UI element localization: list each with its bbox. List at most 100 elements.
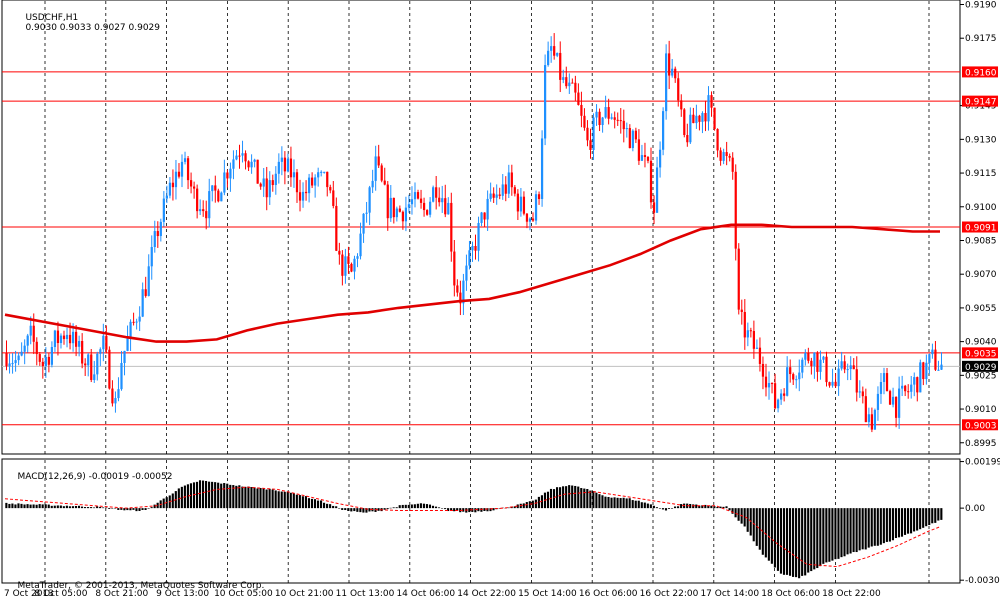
candle-body [256, 159, 259, 184]
macd-histogram-bar [238, 485, 241, 509]
level-price-text: 0.9147 [965, 98, 997, 108]
macd-histogram-bar [837, 508, 840, 559]
macd-histogram-bar [341, 508, 344, 510]
candle-body [565, 77, 568, 87]
macd-axis-label: -0.00308 [965, 576, 1000, 586]
candle-body [295, 172, 299, 193]
candle-body [186, 158, 190, 181]
macd-histogram-bar [492, 508, 495, 511]
time-axis-label: 8 Oct 05:00 [35, 589, 88, 599]
candle-body [429, 201, 432, 215]
macd-histogram-bar [347, 508, 350, 511]
candle-body [14, 360, 17, 364]
macd-histogram-bar [162, 498, 165, 509]
macd-histogram-bar [795, 508, 798, 578]
candle-body [102, 335, 105, 350]
candle-body [84, 363, 87, 366]
candle-body [147, 266, 150, 296]
candle-body [882, 373, 886, 382]
candle-body [904, 385, 907, 392]
candle-body [317, 172, 320, 178]
macd-histogram-bar [598, 494, 601, 509]
candle-body [483, 212, 486, 220]
macd-histogram-bar [392, 507, 395, 509]
candle-body [356, 256, 359, 259]
candle-body [174, 171, 178, 188]
candle-body [937, 369, 940, 371]
candle-body [855, 369, 858, 393]
macd-histogram-bar [217, 482, 220, 509]
macd-histogram-bar [441, 508, 444, 509]
candle-body [680, 100, 683, 110]
candle-body [707, 95, 710, 122]
candle-body [90, 354, 93, 380]
candle-body [607, 107, 610, 119]
macd-histogram-bar [792, 508, 795, 577]
time-axis-label: 16 Oct 22:00 [640, 589, 699, 599]
macd-histogram-bar [910, 508, 913, 534]
macd-histogram-bar [389, 507, 392, 509]
candle-body [513, 187, 516, 194]
candle-body [725, 152, 728, 156]
candle-body [56, 330, 60, 344]
macd-histogram-bar [631, 500, 634, 509]
macd-histogram-bar [840, 508, 843, 558]
candle-body [622, 120, 625, 130]
macd-histogram-bar [722, 506, 725, 509]
candle-body [858, 391, 861, 393]
macd-histogram-bar [776, 508, 780, 571]
candle-body [111, 388, 114, 404]
macd-histogram-bar [710, 505, 713, 509]
macd-histogram-bar [147, 508, 150, 509]
macd-histogram-bar [117, 508, 120, 510]
price-axis-label: 0.9130 [965, 135, 997, 145]
candle-body [586, 127, 589, 141]
candle-body [311, 177, 314, 186]
candle-body [271, 180, 274, 186]
candle-body [314, 177, 317, 186]
symbol-label: USDCHF,H1 [25, 13, 79, 23]
candle-body [44, 356, 47, 367]
macd-histogram-bar [677, 506, 680, 509]
macd-histogram-bar [928, 508, 931, 526]
candle-body [940, 364, 943, 370]
time-axis-label: 10 Oct 05:00 [214, 589, 273, 599]
candle-body [907, 391, 910, 393]
candle-body [292, 172, 296, 178]
macd-histogram-bar [562, 486, 565, 509]
candle-body [211, 185, 214, 192]
macd-axis-label: 0.00 [965, 504, 985, 514]
candle-body [117, 389, 120, 399]
candle-body [93, 374, 96, 380]
macd-histogram-bar [232, 485, 235, 509]
macd-histogram-bar [664, 508, 668, 511]
candle-body [262, 178, 265, 187]
macd-histogram-bar [259, 488, 262, 509]
macd-histogram-bar [670, 508, 674, 509]
time-axis-label: 8 Oct 21:00 [95, 589, 148, 599]
macd-histogram-bar [674, 506, 677, 509]
macd-histogram-bar [861, 508, 864, 550]
macd-histogram-bar [870, 508, 873, 547]
level-price-tag [962, 347, 998, 359]
macd-histogram-bar [834, 508, 837, 560]
candle-body [138, 316, 141, 322]
macd-histogram-bar [323, 502, 326, 509]
candle-body [813, 352, 816, 367]
candle-body [510, 172, 513, 188]
macd-histogram-bar [592, 491, 595, 509]
macd-histogram-bar [937, 508, 940, 521]
candle-body [17, 355, 20, 361]
macd-histogram-bar [326, 503, 329, 509]
macd-histogram-bar [292, 493, 295, 509]
macd-histogram-bar [286, 491, 289, 509]
macd-histogram-bar [577, 486, 580, 509]
candle-body [268, 180, 271, 198]
macd-histogram-bar [934, 508, 937, 523]
macd-histogram-bar [56, 505, 59, 509]
candle-body [120, 363, 123, 390]
macd-histogram-bar [83, 507, 87, 509]
macd-histogram-bar [20, 503, 23, 509]
